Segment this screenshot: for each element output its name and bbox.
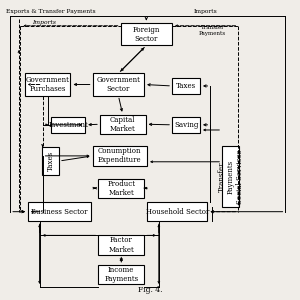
FancyBboxPatch shape [98,265,144,284]
Text: Government
Sector: Government Sector [96,76,140,93]
Text: Household Sector: Household Sector [146,208,209,216]
Text: Taxes: Taxes [176,82,196,90]
FancyBboxPatch shape [222,146,239,207]
FancyBboxPatch shape [51,117,85,133]
Text: Income
Payments: Income Payments [104,266,138,283]
FancyBboxPatch shape [98,236,144,254]
FancyBboxPatch shape [28,202,91,221]
FancyBboxPatch shape [25,74,70,95]
FancyBboxPatch shape [98,178,144,198]
FancyBboxPatch shape [42,147,59,175]
FancyBboxPatch shape [93,74,144,95]
Text: Government
Purchases: Government Purchases [26,76,70,93]
FancyBboxPatch shape [147,202,207,221]
FancyBboxPatch shape [100,115,146,134]
Text: Factor
Market: Factor Market [108,236,134,254]
FancyBboxPatch shape [93,146,147,166]
Text: Imports: Imports [32,20,56,25]
Text: Saving: Saving [174,121,198,129]
Text: Exports & Transfer Payments: Exports & Transfer Payments [6,9,95,14]
FancyBboxPatch shape [172,117,200,133]
Text: Investment: Investment [48,121,88,129]
FancyBboxPatch shape [121,23,172,46]
Text: Capital
Market: Capital Market [110,116,136,133]
Text: Product
Market: Product Market [107,179,135,197]
FancyBboxPatch shape [172,78,200,94]
Text: Foreign
Sector: Foreign Sector [133,26,160,43]
Text: Business Sector: Business Sector [31,208,88,216]
Text: Imports: Imports [194,9,218,14]
Text: Transfer
Payments: Transfer Payments [199,26,226,36]
Text: Taxes: Taxes [46,151,55,171]
Text: Conumption
Expenditure: Conumption Expenditure [98,147,142,164]
Text: Fig. 4.: Fig. 4. [138,286,162,294]
Text: Transfer
Payments
Social Services: Transfer Payments Social Services [218,149,244,204]
